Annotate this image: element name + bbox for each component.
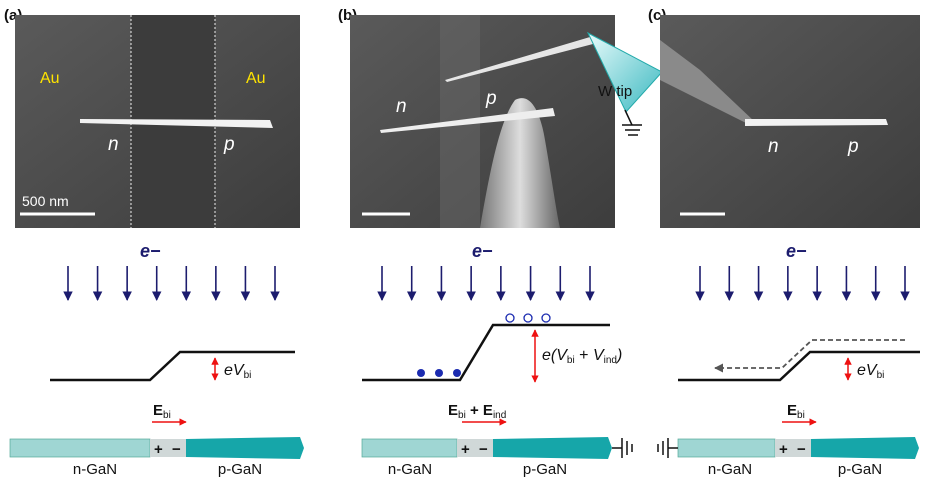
n-gan-label: n-GaN [388,461,432,478]
electron-label: e− [786,241,807,261]
n-label: n [108,134,119,155]
tip-label: W tip [598,83,632,100]
electron-arrows [68,266,905,300]
field-label: Ebi [153,402,171,421]
p-label: p [223,134,235,155]
field-label: Ebi [787,402,805,421]
plus: + [154,441,163,458]
holes [506,314,550,322]
metal-label: Au [40,70,60,87]
n-label: n [396,96,407,117]
metal-label: Au [246,70,266,87]
sem-image [350,15,662,228]
ground-symbol [612,438,678,458]
band-edge [50,352,295,380]
n-label: n [768,136,779,157]
plus: + [779,441,788,458]
electron-label: e− [472,241,493,261]
p-gan-label: p-GaN [523,461,567,478]
barrier-label: eVbi [857,362,884,381]
sem-image [660,15,920,228]
p-gan-label: p-GaN [838,461,882,478]
barrier-label: eVbi [224,362,251,381]
n-gan-label: n-GaN [708,461,752,478]
field-label: Ebi + Eind [448,402,506,421]
n-gan-label: n-GaN [73,461,117,478]
minus: − [479,441,488,458]
electron-label: e− [140,241,161,261]
p-label: p [847,136,859,157]
electrons-dots [417,369,461,377]
minus: − [797,441,806,458]
band-edge [362,325,610,380]
figure: (a) (b) (c) Au Au n p 500 nm n p W tip n… [0,0,927,480]
p-gan-label: p-GaN [218,461,262,478]
minus: − [172,441,181,458]
scale-bar-label: 500 nm [22,193,69,209]
plus: + [461,441,470,458]
barrier-label: e(Vbi + Vind) [542,347,622,366]
p-label: p [485,88,497,109]
